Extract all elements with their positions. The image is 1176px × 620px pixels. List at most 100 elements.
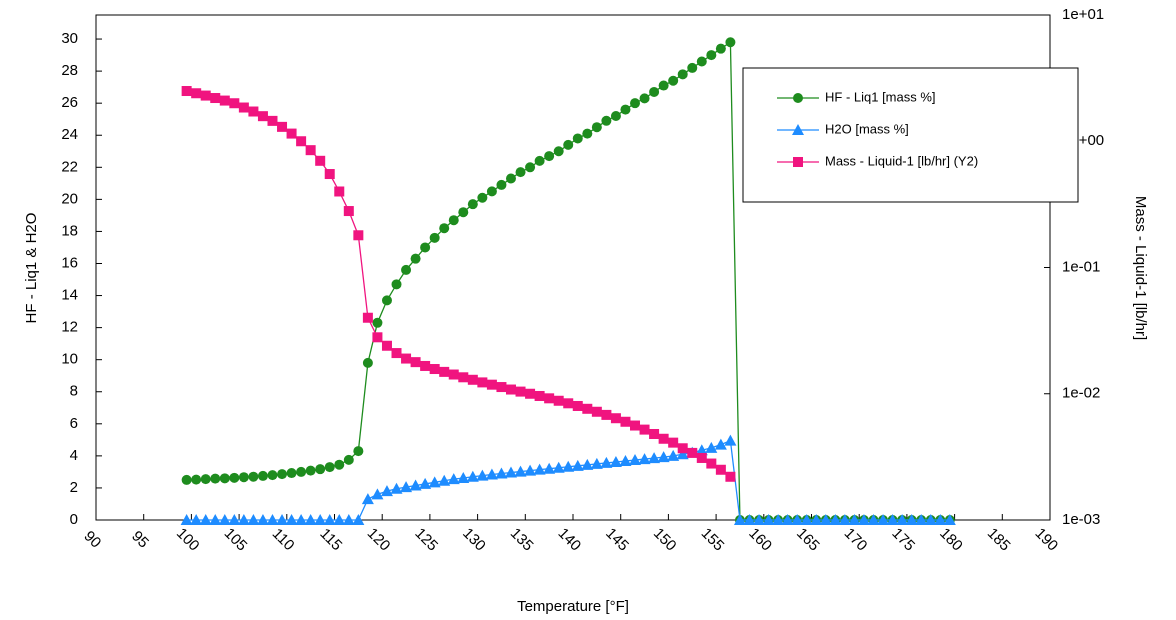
marker bbox=[353, 230, 364, 241]
marker bbox=[180, 514, 193, 525]
x-tick-label: 145 bbox=[602, 525, 632, 555]
marker bbox=[476, 469, 489, 481]
marker bbox=[381, 340, 392, 351]
marker bbox=[620, 104, 631, 115]
marker bbox=[791, 514, 804, 525]
marker bbox=[705, 441, 718, 453]
marker bbox=[477, 377, 488, 388]
marker bbox=[848, 514, 861, 525]
marker bbox=[315, 155, 326, 166]
x-tick-label: 190 bbox=[1032, 525, 1062, 555]
marker bbox=[257, 111, 268, 122]
y-tick-label: 10 bbox=[61, 351, 78, 368]
marker bbox=[648, 452, 661, 464]
y-tick-label: 12 bbox=[61, 319, 78, 336]
x-axis-label: Temperature [°F] bbox=[517, 598, 629, 615]
marker bbox=[448, 369, 459, 380]
legend-label: Mass - Liquid-1 [lb/hr] (Y2) bbox=[825, 153, 978, 168]
marker bbox=[485, 468, 498, 480]
marker bbox=[267, 470, 278, 481]
y-tick-label: 4 bbox=[70, 447, 78, 464]
marker bbox=[401, 353, 412, 364]
marker bbox=[458, 372, 469, 383]
x-tick-label: 100 bbox=[173, 525, 203, 555]
marker bbox=[391, 348, 402, 359]
legend-label: H2O [mass %] bbox=[825, 121, 909, 136]
marker bbox=[486, 379, 497, 390]
marker bbox=[410, 253, 421, 264]
marker bbox=[552, 461, 565, 473]
marker bbox=[915, 514, 928, 525]
y-tick-label: 22 bbox=[61, 158, 78, 175]
marker bbox=[181, 474, 192, 485]
x-tick-label: 110 bbox=[269, 525, 298, 554]
marker bbox=[286, 468, 297, 479]
marker bbox=[238, 472, 249, 483]
marker bbox=[667, 449, 680, 461]
marker bbox=[753, 514, 766, 525]
marker bbox=[793, 157, 803, 167]
marker bbox=[793, 93, 803, 103]
marker bbox=[829, 514, 842, 525]
marker bbox=[524, 464, 537, 476]
marker bbox=[439, 223, 450, 234]
marker bbox=[353, 446, 364, 457]
x-tick-label: 165 bbox=[793, 525, 823, 555]
marker bbox=[401, 264, 412, 275]
marker bbox=[381, 295, 392, 306]
marker bbox=[286, 128, 297, 139]
x-tick-label: 130 bbox=[459, 525, 489, 555]
marker bbox=[477, 192, 488, 203]
marker bbox=[581, 458, 594, 470]
marker bbox=[601, 409, 612, 420]
y-tick-label: 20 bbox=[61, 190, 78, 207]
marker bbox=[200, 474, 211, 485]
y-tick-label: 0 bbox=[70, 511, 78, 528]
y-tick-label: 8 bbox=[70, 383, 78, 400]
y-tick-label: 28 bbox=[61, 62, 78, 79]
marker bbox=[277, 121, 288, 132]
marker bbox=[467, 199, 478, 210]
marker bbox=[838, 514, 851, 525]
x-tick-label: 105 bbox=[221, 525, 251, 555]
y-tick-label: 6 bbox=[70, 415, 78, 432]
marker bbox=[277, 469, 288, 480]
marker bbox=[563, 139, 574, 150]
marker bbox=[905, 514, 918, 525]
marker bbox=[210, 473, 221, 484]
y-tick-label: 24 bbox=[61, 126, 78, 143]
marker bbox=[256, 514, 269, 525]
marker bbox=[544, 151, 555, 162]
marker bbox=[505, 384, 516, 395]
marker bbox=[371, 488, 384, 500]
marker bbox=[743, 514, 756, 525]
x-tick-label: 115 bbox=[316, 525, 345, 554]
marker bbox=[630, 98, 641, 109]
marker bbox=[333, 514, 346, 525]
marker bbox=[314, 514, 327, 525]
marker bbox=[429, 232, 440, 243]
marker bbox=[687, 62, 698, 73]
marker bbox=[343, 206, 354, 217]
marker bbox=[610, 111, 621, 121]
marker bbox=[218, 514, 231, 525]
marker bbox=[668, 437, 679, 448]
marker bbox=[582, 128, 593, 139]
marker bbox=[781, 514, 794, 525]
marker bbox=[210, 93, 221, 104]
marker bbox=[439, 366, 450, 377]
y2-tick-label: 1e-03 bbox=[1062, 511, 1100, 528]
x-tick-label: 170 bbox=[841, 525, 871, 555]
marker bbox=[229, 98, 240, 109]
marker bbox=[334, 459, 345, 470]
marker bbox=[305, 465, 316, 476]
marker bbox=[706, 458, 717, 469]
marker bbox=[725, 37, 736, 48]
marker bbox=[247, 514, 260, 525]
marker bbox=[276, 514, 289, 525]
marker bbox=[590, 457, 603, 469]
marker bbox=[228, 514, 241, 525]
y-tick-label: 14 bbox=[61, 287, 78, 304]
marker bbox=[257, 470, 268, 481]
